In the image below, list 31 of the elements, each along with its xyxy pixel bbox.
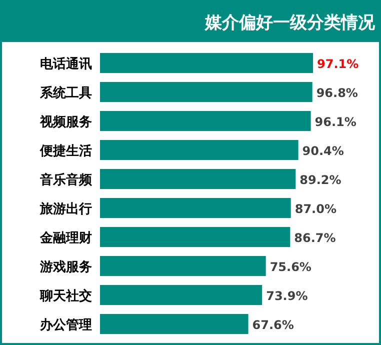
data-label: 96.1%: [314, 115, 356, 129]
bar: [100, 53, 313, 73]
y-tick-label: 办公管理: [39, 318, 92, 333]
bar: [100, 82, 312, 102]
bar: [100, 198, 291, 218]
data-label: 90.4%: [302, 144, 344, 158]
y-tick-label: 音乐音频: [39, 172, 93, 188]
y-tick-label: 游戏服务: [39, 260, 92, 275]
data-label: 89.2%: [300, 173, 342, 187]
bar: [100, 227, 290, 247]
data-label: 75.6%: [270, 260, 312, 274]
bar: [100, 140, 298, 160]
data-label: 67.6%: [252, 318, 294, 332]
y-tick-label: 视频服务: [39, 114, 92, 130]
bar: [100, 314, 248, 334]
y-tick-label: 旅游出行: [39, 201, 92, 217]
data-label: 96.8%: [316, 86, 358, 100]
bar: [100, 256, 266, 276]
y-tick-label: 便捷生活: [39, 144, 92, 159]
bar: [100, 169, 296, 189]
data-label: 97.1%: [317, 57, 359, 71]
data-label: 86.7%: [294, 231, 336, 245]
data-label: 73.9%: [266, 289, 308, 303]
y-tick-label: 系统工具: [39, 85, 92, 101]
data-label: 87.0%: [294, 202, 336, 216]
y-tick-label: 电话通讯: [40, 56, 92, 72]
y-tick-label: 金融理财: [39, 231, 92, 246]
y-tick-label: 聊天社交: [39, 288, 92, 304]
bar: [100, 111, 311, 131]
bar: [100, 285, 262, 305]
chart-title: 媒介偏好一级分类情况: [204, 13, 376, 33]
